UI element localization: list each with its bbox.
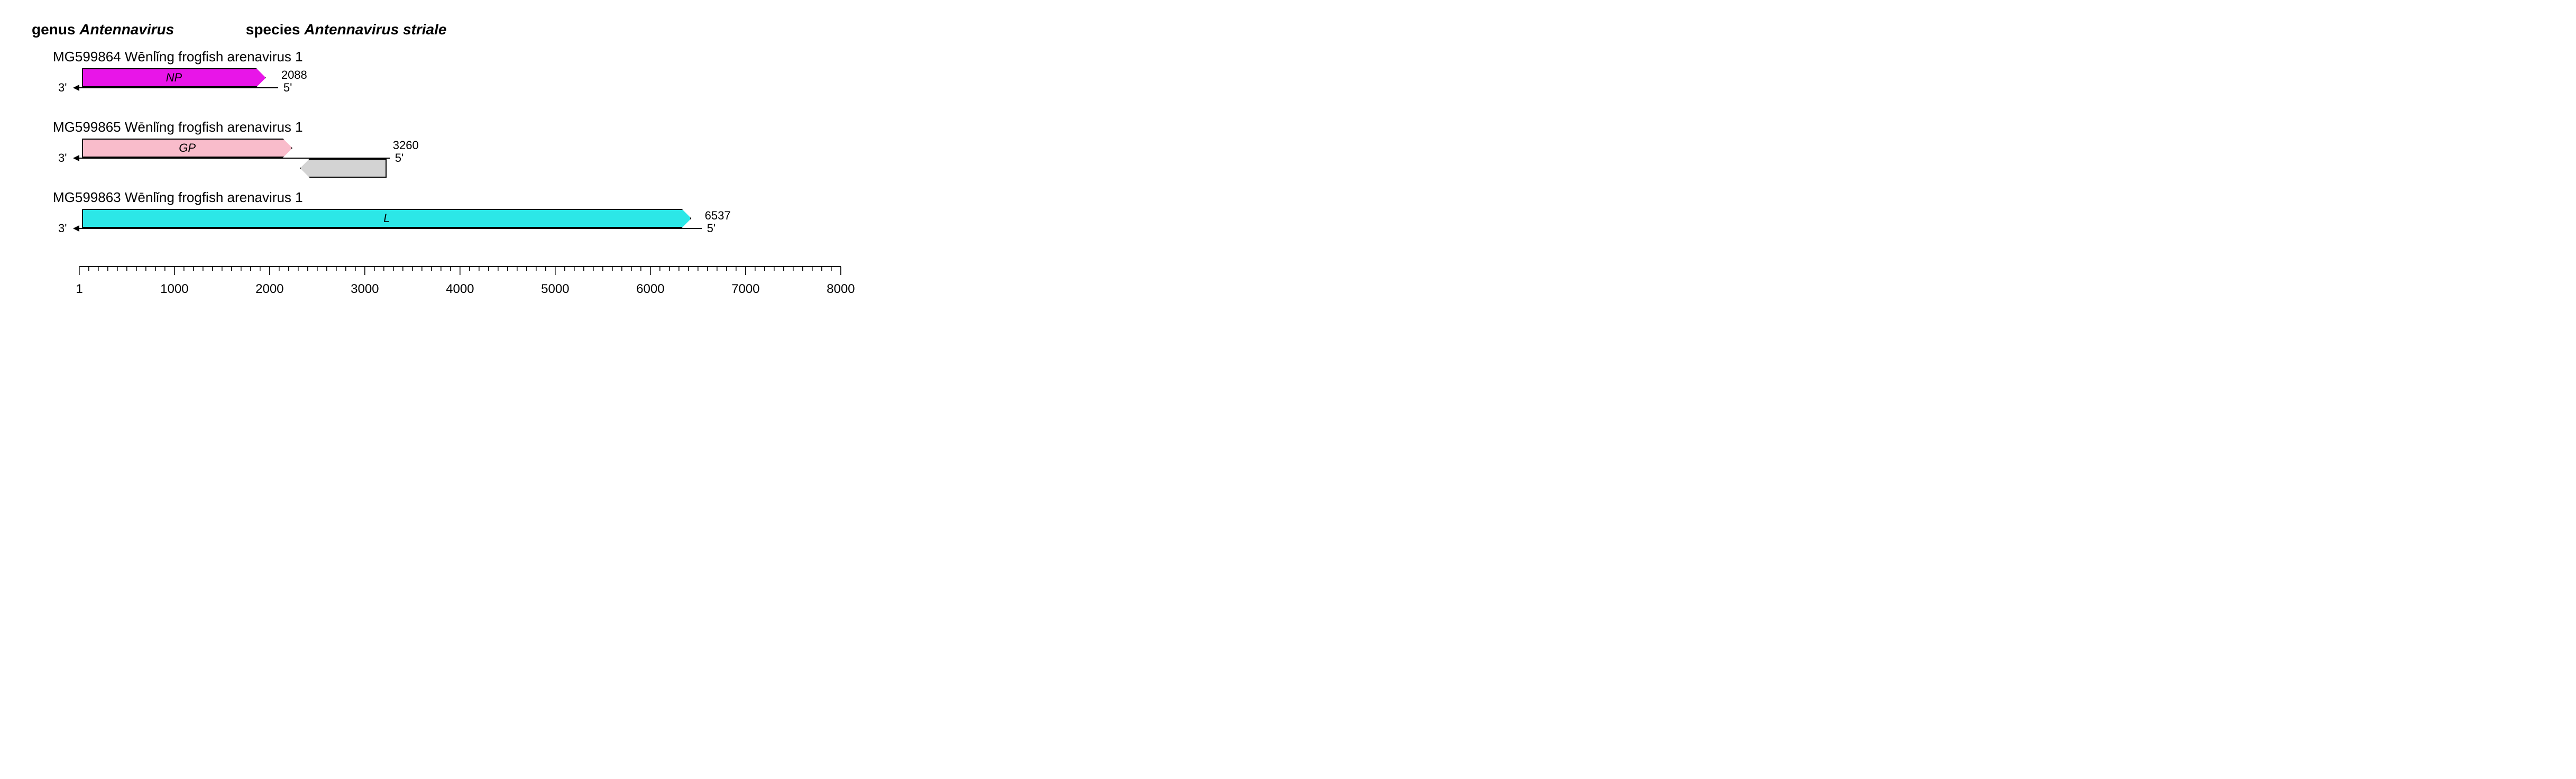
- ruler-tick-label: 3000: [351, 282, 379, 297]
- scale-ruler: 1 1000 2000 3000 4000 5000 6000 7000 8000: [79, 266, 2544, 295]
- segment-length-label: 3260: [393, 139, 419, 152]
- gene-L: L: [82, 209, 691, 228]
- segment-title: MG599864 Wēnlǐng frogfish arenavirus 1: [53, 49, 2544, 65]
- axis-label-5prime: 5': [395, 151, 404, 165]
- ruler-tick-label: 1: [76, 282, 82, 297]
- arrowhead-3prime: [73, 225, 79, 232]
- ruler-tick-label: 4000: [446, 282, 474, 297]
- axis-label-5prime: 5': [707, 222, 716, 235]
- axis-line: [79, 228, 702, 229]
- gene-unlabeled: [300, 159, 387, 178]
- genome-track: 3'5'3260GP: [79, 138, 883, 180]
- ruler-tick-label: 1000: [160, 282, 188, 297]
- gene-GP: GP: [82, 139, 292, 158]
- axis-line: [79, 158, 390, 159]
- axis-label-3prime: 3': [58, 222, 67, 235]
- genus-name: Antennavirus: [79, 21, 174, 38]
- genome-track: 3'5'6537L: [79, 208, 883, 250]
- genus-label: genus: [32, 21, 75, 38]
- ruler-tick-label: 6000: [636, 282, 664, 297]
- axis-line: [79, 87, 278, 88]
- arrowhead-3prime: [73, 85, 79, 91]
- axis-label-5prime: 5': [283, 81, 292, 95]
- ruler-tick-label: 2000: [255, 282, 283, 297]
- axis-label-3prime: 3': [58, 151, 67, 165]
- segment-length-label: 2088: [281, 68, 307, 82]
- genome-track: 3'5'2088NP: [79, 67, 883, 109]
- gene-label: L: [383, 212, 390, 225]
- ruler-tick-label: 5000: [541, 282, 569, 297]
- ruler-tick-label: 7000: [731, 282, 759, 297]
- segment-length-label: 6537: [705, 209, 731, 223]
- axis-label-3prime: 3': [58, 81, 67, 95]
- segment-title: MG599863 Wēnlǐng frogfish arenavirus 1: [53, 189, 2544, 206]
- ruler-tick-label: 8000: [827, 282, 855, 297]
- species-name: Antennavirus striale: [304, 21, 446, 38]
- gene-label: GP: [179, 141, 196, 155]
- gene-label: NP: [166, 71, 182, 85]
- segment-title: MG599865 Wēnlǐng frogfish arenavirus 1: [53, 119, 2544, 135]
- gene-NP: NP: [82, 68, 265, 87]
- arrowhead-3prime: [73, 155, 79, 161]
- species-label: species: [246, 21, 300, 38]
